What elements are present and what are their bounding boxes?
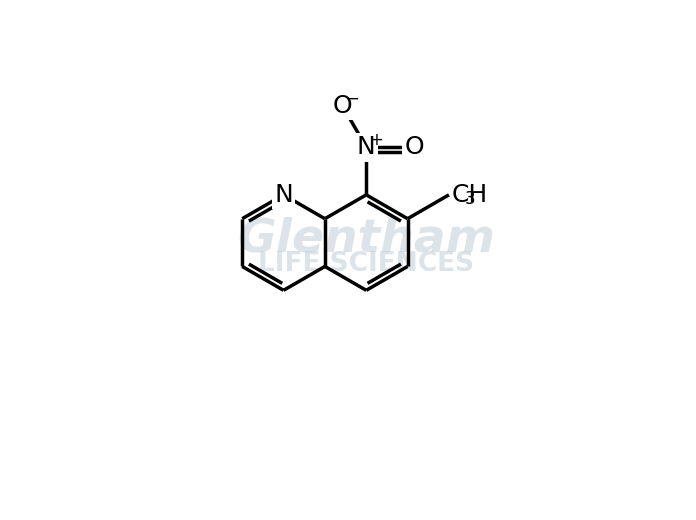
Text: LIFE SCIENCES: LIFE SCIENCES bbox=[258, 251, 474, 277]
Text: O: O bbox=[404, 135, 424, 159]
Text: CH: CH bbox=[451, 183, 487, 207]
Text: −: − bbox=[345, 90, 359, 108]
Text: Glentham: Glentham bbox=[237, 217, 495, 262]
Text: N: N bbox=[274, 183, 293, 207]
Text: N: N bbox=[357, 135, 376, 159]
Text: O: O bbox=[333, 94, 352, 118]
Text: +: + bbox=[370, 131, 383, 149]
Text: 3: 3 bbox=[465, 190, 476, 209]
